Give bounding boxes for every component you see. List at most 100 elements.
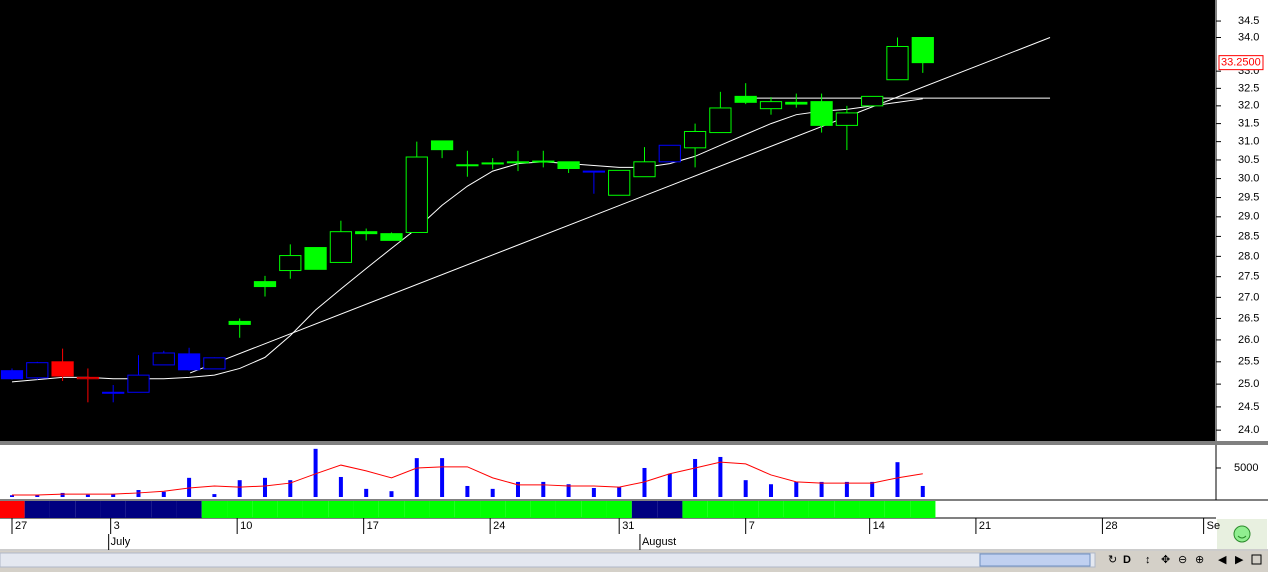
pane-divider — [0, 441, 1268, 445]
y-tick-label: 34.5 — [1238, 15, 1259, 27]
x-tick-label: 14 — [873, 520, 885, 532]
volume-tick-label: 5000 — [1234, 462, 1258, 474]
candle-body — [810, 101, 833, 126]
regime-cell — [859, 501, 885, 518]
candle-body — [355, 231, 378, 235]
x-tick-label: 21 — [979, 520, 991, 532]
zoom-out-icon[interactable]: ⊖ — [1178, 554, 1187, 566]
regime-cell — [783, 501, 809, 518]
volume-bar — [440, 458, 445, 497]
volume-ma-line — [11, 461, 923, 496]
regime-cell — [910, 501, 936, 518]
y-tick-label: 32.5 — [1238, 82, 1259, 94]
regime-cell — [555, 501, 582, 518]
regime-cell — [75, 501, 101, 518]
volume-bar — [490, 488, 495, 497]
volume-bar — [9, 495, 14, 497]
volume-bar — [617, 487, 622, 497]
smiley-mouth — [1237, 535, 1247, 539]
regime-cell — [429, 501, 455, 518]
scrollbar[interactable] — [0, 552, 1096, 568]
regime-cell — [49, 501, 76, 518]
y-tick-label: 26.0 — [1238, 334, 1259, 346]
volume-bar — [591, 488, 596, 497]
volume-bar — [364, 488, 369, 497]
x-tick-label: 31 — [622, 520, 634, 532]
candle-body — [633, 161, 656, 178]
y-tick-label: 27.0 — [1238, 291, 1259, 303]
x-tick-label: 17 — [367, 520, 379, 532]
zoom-in-icon[interactable]: ⊕ — [1195, 554, 1204, 566]
candle-body — [683, 130, 707, 149]
scroll-thumb[interactable] — [979, 553, 1091, 567]
d-button[interactable]: D — [1123, 554, 1131, 566]
x-tick-label: 27 — [15, 520, 27, 532]
candle-body — [506, 161, 530, 164]
candle-body — [759, 101, 783, 110]
candle-body — [532, 160, 555, 163]
x-tick-label: 3 — [114, 520, 120, 532]
regime-cell — [808, 501, 835, 518]
volume-bar — [338, 476, 343, 497]
volume-pane — [0, 445, 1215, 500]
y-tick-label: 30.0 — [1238, 173, 1259, 185]
volume-bar — [768, 484, 773, 497]
candle-body — [152, 352, 175, 366]
regime-cell — [707, 501, 734, 518]
pan-icon[interactable]: ✥ — [1161, 554, 1170, 566]
volume-bar — [136, 490, 141, 497]
volume-bar — [718, 456, 723, 497]
y-tick-label: 28.0 — [1238, 250, 1259, 262]
month-label: July — [111, 536, 131, 548]
y-tick-label: 34.0 — [1238, 31, 1259, 43]
refresh-icon[interactable]: ↻ — [1108, 554, 1117, 566]
x-tick-label: 7 — [749, 520, 755, 532]
y-tick-label: 26.5 — [1238, 312, 1259, 324]
regime-cell — [606, 501, 632, 518]
price-axis — [1215, 0, 1268, 441]
candle-body — [228, 320, 251, 325]
candle-body — [582, 170, 606, 173]
move-icon[interactable]: ↕ — [1145, 554, 1151, 566]
right-icon[interactable]: ▶ — [1235, 554, 1244, 566]
candle-body — [177, 353, 201, 371]
candle-body — [0, 370, 24, 380]
volume-bar — [693, 458, 698, 497]
left-icon[interactable]: ◀ — [1218, 554, 1227, 566]
y-tick-label: 25.5 — [1238, 356, 1259, 368]
volume-bar — [870, 481, 875, 497]
volume-bar — [35, 494, 40, 497]
smiley-icon[interactable] — [1233, 525, 1251, 543]
candle-body — [405, 156, 428, 233]
volume-bar — [262, 477, 267, 497]
volume-bar — [844, 481, 849, 497]
candle-body — [380, 233, 403, 241]
regime-cell — [581, 501, 607, 518]
candle-body — [26, 362, 49, 379]
candle-body — [835, 112, 859, 126]
y-tick-label: 32.0 — [1238, 100, 1259, 112]
regime-cell — [884, 501, 911, 518]
candle-body — [329, 231, 353, 263]
regime-cell — [277, 501, 303, 518]
candle-body — [785, 101, 808, 105]
candle-body — [76, 376, 100, 380]
regime-cell — [480, 501, 506, 518]
regime-cell — [657, 501, 683, 518]
volume-bar — [212, 494, 217, 497]
window-icon[interactable] — [1251, 554, 1262, 565]
volume-bar — [85, 494, 90, 497]
regime-cell — [834, 501, 860, 518]
regime-cell — [24, 501, 50, 518]
volume-bar — [819, 481, 824, 497]
candle-body — [608, 169, 631, 196]
candle-body — [102, 391, 125, 394]
regime-cell — [302, 501, 329, 518]
regime-cell — [733, 501, 759, 518]
y-tick-label: 27.5 — [1238, 271, 1259, 283]
candle-body — [456, 164, 479, 167]
y-tick-label: 24.0 — [1238, 424, 1259, 436]
regime-cell — [227, 501, 253, 518]
volume-bar — [465, 485, 470, 497]
regime-cell — [378, 501, 405, 518]
